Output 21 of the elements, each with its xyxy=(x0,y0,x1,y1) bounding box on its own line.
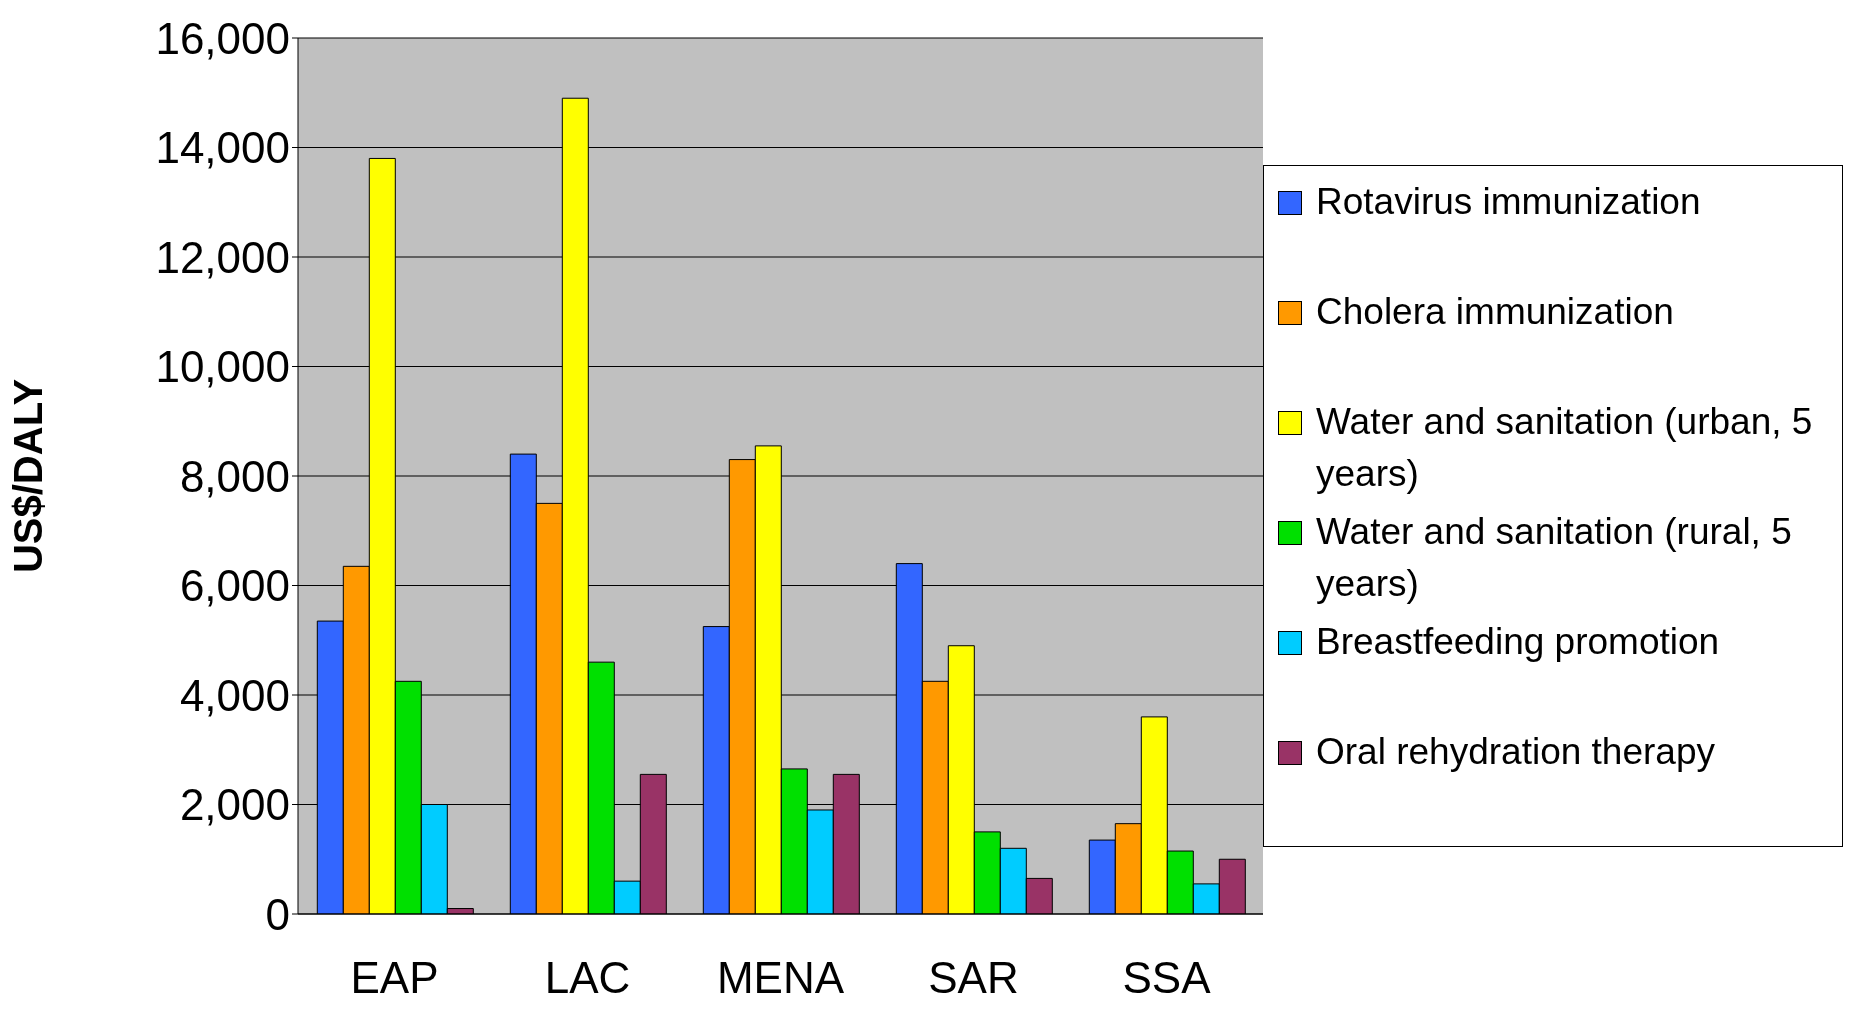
y-tick-label: 4,000 xyxy=(179,670,290,720)
legend-label: Water and sanitation (rural, 5 years) xyxy=(1316,510,1793,606)
y-tick-label: 16,000 xyxy=(155,13,290,63)
y-tick-label: 0 xyxy=(265,889,290,939)
y-tick-label: 14,000 xyxy=(155,123,290,173)
y-tick-label: 2,000 xyxy=(179,780,290,830)
y-tick-label: 8,000 xyxy=(179,451,290,501)
x-tick-label: MENA xyxy=(716,953,845,1003)
x-tick-label: SAR xyxy=(928,953,1019,1003)
legend-label: Water and sanitation (urban, 5 years) xyxy=(1316,400,1814,496)
legend-label: Oral rehydration therapy xyxy=(1316,730,1715,774)
x-tick-label: EAP xyxy=(350,953,439,1003)
y-tick-label: 12,000 xyxy=(155,232,290,282)
y-tick-label: 6,000 xyxy=(179,561,290,611)
legend-label: Rotavirus immunization xyxy=(1316,180,1701,224)
y-tick-label: 10,000 xyxy=(155,342,290,392)
legend-label: Cholera immunization xyxy=(1316,290,1674,334)
x-tick-label: LAC xyxy=(544,953,631,1003)
y-axis-title: US$/DALY xyxy=(6,378,51,574)
legend-label: Breastfeeding promotion xyxy=(1316,620,1720,664)
x-tick-label: SSA xyxy=(1122,953,1212,1003)
